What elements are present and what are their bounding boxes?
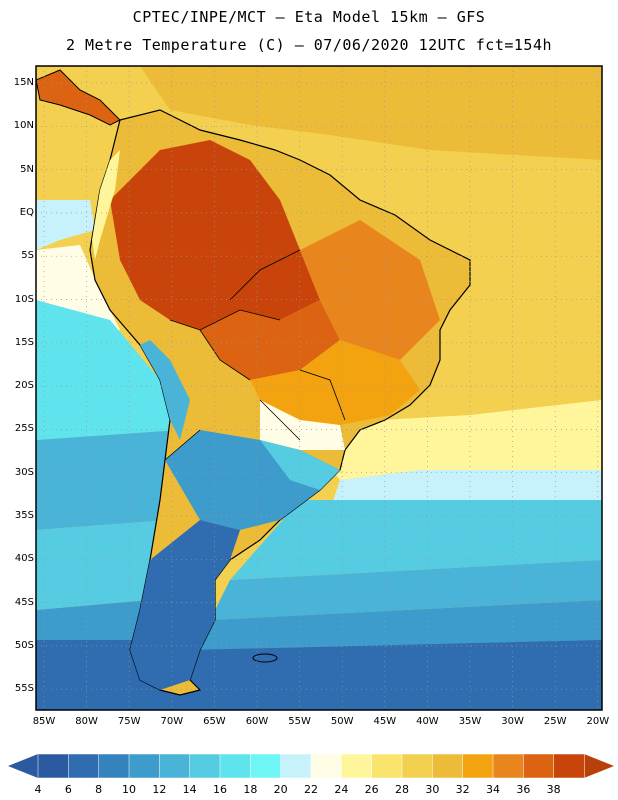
colorbar-label: 6 [64, 783, 72, 796]
colorbar-label: 10 [122, 783, 136, 796]
colorbar-label: 18 [243, 783, 258, 796]
colorbar-segment [159, 753, 191, 779]
amazon-hot-core [110, 140, 320, 330]
lat-label: 10S [14, 293, 34, 305]
colorbar-segment [371, 753, 403, 779]
lat-label: 35S [14, 510, 34, 521]
warm-band-north [36, 66, 602, 160]
colorbar-segment [98, 753, 130, 779]
lon-label: 60W [245, 716, 269, 727]
colorbar-segment [553, 753, 585, 779]
colorbar-label: 38 [546, 783, 561, 796]
colorbar-label: 34 [486, 783, 500, 796]
colorbar-label: 14 [182, 783, 197, 796]
colorbar-segment [219, 753, 252, 779]
colorbar-label: 24 [334, 783, 349, 796]
lat-label: 40S [14, 553, 34, 565]
colorbar-label: 20 [273, 783, 288, 796]
map-frame [35, 65, 603, 711]
lat-label: 10N [13, 120, 34, 132]
lat-label: 20S [14, 380, 34, 392]
lon-label: 70W [160, 716, 184, 727]
lon-label: 55W [288, 716, 311, 727]
colorbar-segment [341, 753, 373, 779]
central-brazil-hot [200, 300, 340, 380]
central-america [36, 69, 121, 126]
atlantic-subtropical [230, 500, 602, 580]
pacific-subtropical [36, 300, 180, 440]
colorbar-label: 26 [364, 783, 379, 796]
lon-label: 35W [458, 716, 482, 727]
lat-label: 45S [14, 596, 34, 608]
colorbar-segment [128, 753, 161, 779]
lon-label: 40W [416, 716, 439, 727]
colorbar-segment [492, 753, 525, 779]
lat-label: 55S [14, 683, 34, 695]
colorbar-segment [68, 753, 100, 779]
southern-ocean [36, 640, 602, 710]
colorbar-segment [280, 753, 312, 779]
colorbar-segment [401, 753, 434, 779]
uruguay-cool [260, 440, 340, 490]
lon-label: 85W [32, 716, 56, 727]
colorbar-label: 4 [34, 783, 42, 796]
colorbar-label: 28 [395, 783, 409, 796]
southeast-brazil-warm [250, 340, 420, 425]
colorbar-label: 12 [152, 783, 167, 796]
lon-label: 30W [501, 716, 524, 727]
map-field [36, 66, 602, 710]
falkland-islands [252, 653, 278, 663]
lon-label: 80W [75, 716, 98, 727]
colorbar-label: 30 [425, 783, 440, 796]
lat-label: 30S [14, 466, 34, 478]
colorbar-label: 36 [516, 783, 531, 796]
andes-central [140, 340, 190, 440]
pacific-cool-tongue [36, 200, 95, 250]
colorbar-segment [310, 753, 343, 779]
colorbar-label: 8 [95, 783, 103, 796]
pacific-mid [36, 430, 180, 530]
lat-label: 50S [14, 639, 34, 651]
country-borders [164, 249, 346, 461]
colorbar-segment [523, 753, 555, 779]
colorbar-segment [189, 753, 221, 779]
lon-label: 50W [330, 716, 354, 727]
lat-label: 5N [20, 163, 34, 175]
colorbar-label: 22 [304, 783, 318, 796]
colorbar-segment [37, 753, 70, 779]
lon-label: 65W [203, 716, 226, 727]
colorbar-high-arrow [584, 754, 614, 778]
northeast-brazil-warm [300, 220, 440, 360]
lat-label: EQ [19, 206, 34, 218]
lat-label: 5S [21, 250, 34, 262]
colorbar-segment [250, 753, 282, 779]
atlantic-warm [300, 400, 602, 480]
lon-label: 45W [373, 716, 397, 727]
colorbar-label: 32 [455, 783, 470, 796]
colorbar [8, 753, 614, 779]
lat-label: 15N [13, 77, 34, 88]
colorbar-label: 16 [213, 783, 227, 796]
lon-label: 20W [586, 716, 610, 727]
patagonia-cold [130, 520, 240, 690]
lat-label: 15S [14, 336, 34, 348]
atlantic-south [190, 600, 602, 650]
andes-north [92, 150, 120, 260]
lon-label: 25W [543, 716, 567, 727]
lon-label: 75W [117, 716, 141, 727]
map-title-line-1: CPTEC/INPE/MCT – Eta Model 15km – GFS [132, 8, 486, 26]
lat-label: 25S [14, 423, 34, 435]
pacific-south-a [36, 520, 170, 610]
colorbar-low-arrow [8, 754, 38, 778]
colorbar-segment [432, 753, 464, 779]
paraguay-transition [260, 400, 345, 450]
colorbar-segment [462, 753, 494, 779]
map-title-line-2: 2 Metre Temperature (C) – 07/06/2020 12U… [65, 36, 553, 54]
